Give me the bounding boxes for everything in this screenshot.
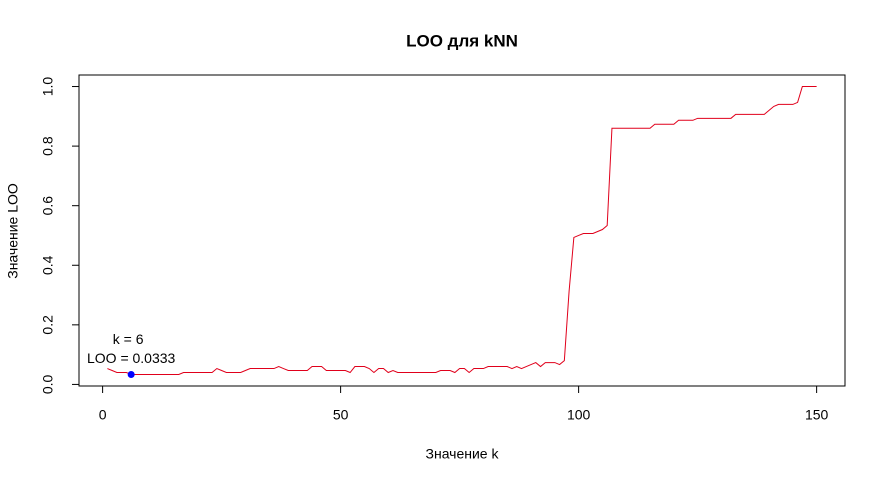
y-tick-label: 0.8 xyxy=(40,136,56,156)
x-tick-label: 50 xyxy=(333,407,349,423)
y-tick-label: 0.4 xyxy=(40,255,56,275)
x-axis-label: Значение k xyxy=(426,446,500,462)
x-tick-label: 100 xyxy=(567,407,591,423)
chart-title: LOO для kNN xyxy=(406,31,518,50)
annotation: k = 6 xyxy=(113,331,144,347)
y-tick-label: 0.6 xyxy=(40,196,56,216)
y-tick-label: 0.2 xyxy=(40,315,56,335)
data-line xyxy=(107,86,817,376)
y-tick-label: 0.0 xyxy=(40,374,56,394)
highlight-point xyxy=(127,371,135,379)
y-axis-label: Значение LOO xyxy=(5,183,21,279)
y-tick-label: 1.0 xyxy=(40,77,56,97)
annotation: LOO = 0.0333 xyxy=(87,350,176,366)
x-tick-label: 150 xyxy=(805,407,829,423)
x-tick-label: 0 xyxy=(99,407,107,423)
